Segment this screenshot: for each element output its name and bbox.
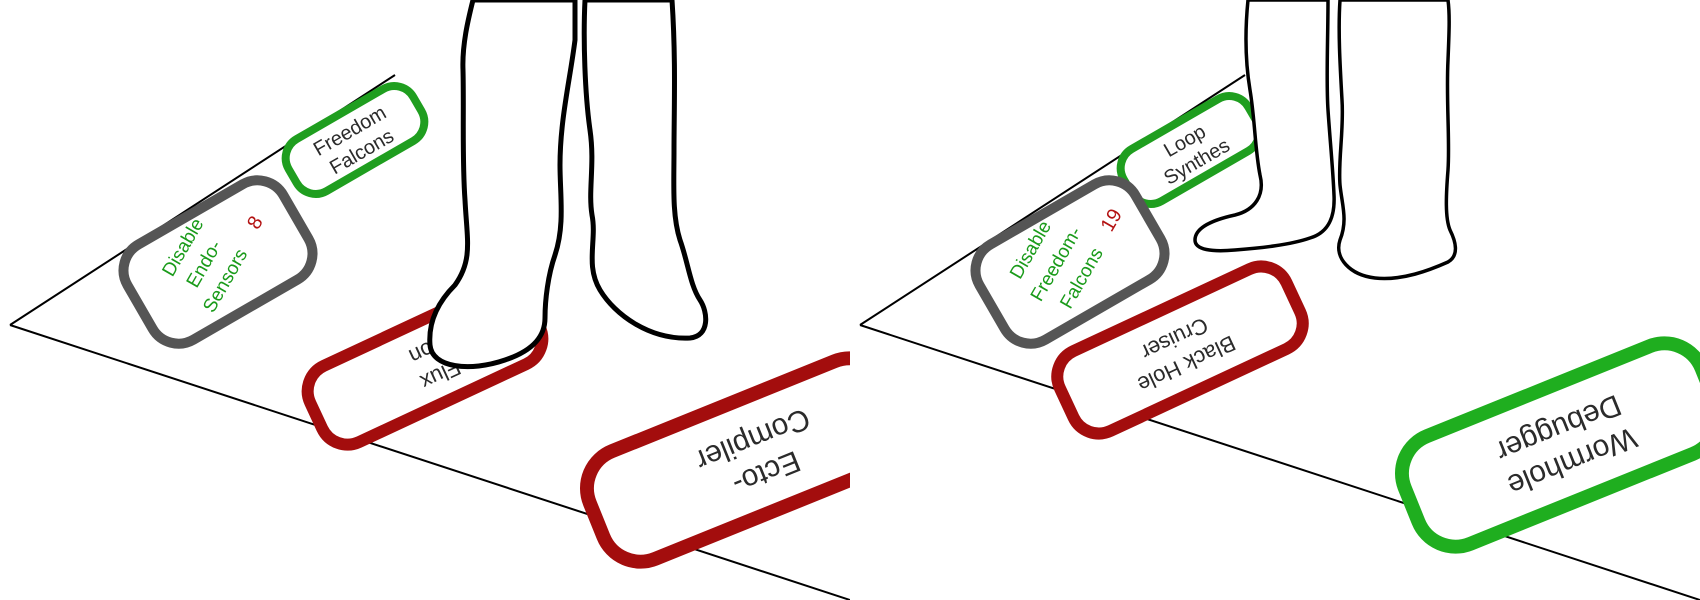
scene-panel-left: Freedom Falcons Disable Endo- Sensors 8 …	[9, 0, 850, 600]
floor-edge-front	[9, 324, 850, 600]
floor-scene-right: Loop Synthes Disable Freedom- Falcons 19…	[859, 0, 1700, 600]
floor-edge-front	[859, 324, 1700, 600]
floor-button-ecto-compiler[interactable]: Ecto- Compiler	[575, 346, 850, 573]
floor-button-freedom-falcons[interactable]: Freedom Falcons	[278, 78, 433, 202]
person-silhouette-legs	[1193, 0, 1458, 281]
disable-button[interactable]: Disable Freedom- Falcons 19	[965, 169, 1176, 354]
person-silhouette-legs	[427, 0, 709, 370]
scene-panel-right: Loop Synthes Disable Freedom- Falcons 19…	[850, 0, 1700, 600]
disable-button[interactable]: Disable Endo- Sensors 8	[113, 169, 324, 354]
floor-button-black-hole-cruiser[interactable]: Black Hole Cruiser	[1048, 257, 1312, 442]
floor-button-wormhole-debugger[interactable]: Wormhole Debugger	[1390, 331, 1700, 558]
floor-scene-left: Freedom Falcons Disable Endo- Sensors 8 …	[9, 0, 850, 600]
